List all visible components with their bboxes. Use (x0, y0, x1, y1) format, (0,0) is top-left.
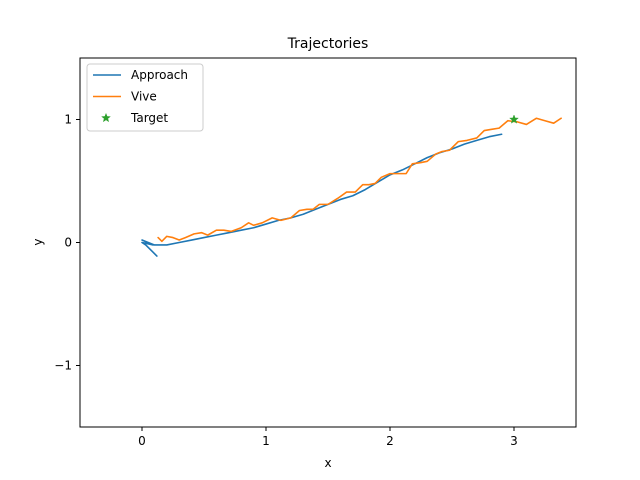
target-marker (509, 114, 519, 124)
x-axis-label: x (324, 456, 331, 470)
legend-label-vive: Vive (131, 90, 157, 104)
y-axis-label: y (31, 238, 45, 245)
legend: Approach Vive Target (86, 63, 204, 132)
series-line-vive (157, 117, 562, 243)
x-tick-label: 3 (510, 434, 518, 448)
y-tick-label: 0 (64, 236, 72, 250)
x-tick-label: 0 (138, 434, 146, 448)
axes: 0 1 2 3 −1 0 1 (54, 57, 577, 448)
legend-label-target: Target (130, 111, 168, 125)
x-tick-label: 1 (262, 434, 270, 448)
y-tick-label: 1 (64, 113, 72, 127)
x-tick-label: 2 (386, 434, 394, 448)
chart-title: Trajectories (287, 36, 369, 52)
legend-swatch-target (101, 112, 111, 123)
legend-label-approach: Approach (131, 68, 188, 82)
legend-box (86, 63, 204, 132)
plot-area (141, 114, 562, 257)
y-tick-label: −1 (54, 359, 72, 373)
